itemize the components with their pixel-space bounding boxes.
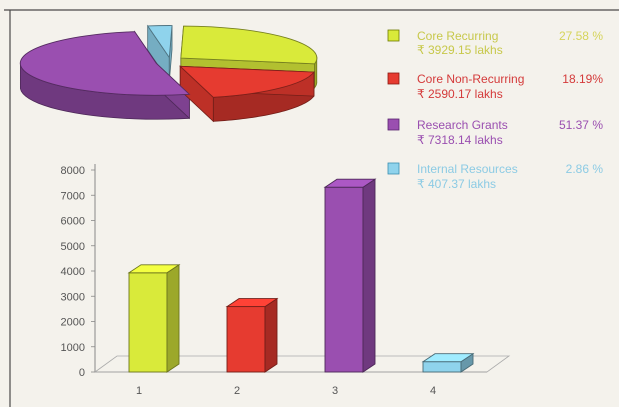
legend-amount: ₹ 407.37 lakhs: [417, 177, 496, 191]
y-tick-label: 3000: [61, 291, 85, 303]
pie-chart: [19, 24, 318, 123]
bar-1: [127, 263, 181, 373]
y-axis-ticks: 0 1000 2000 3000 4000 5000 6000 7000 8000: [61, 165, 95, 379]
bar-top: [323, 178, 377, 188]
pie-slice: [146, 25, 173, 59]
legend-label: Core Non-Recurring: [417, 72, 524, 86]
legend-percent: 27.58 %: [559, 29, 603, 43]
y-tick-label: 4000: [61, 266, 85, 278]
legend-swatch: [387, 118, 400, 131]
legend-amount: ₹ 2590.17 lakhs: [417, 87, 503, 101]
legend-item-research-grants: Research Grants ₹ 7318.14 lakhs 51.37 %: [387, 118, 603, 147]
legend: Core Recurring ₹ 3929.15 lakhs 27.58 % C…: [387, 29, 604, 191]
y-tick-label: 6000: [61, 216, 85, 228]
bar-3: [323, 178, 377, 373]
bar-top: [127, 264, 181, 274]
legend-label: Internal Resources: [417, 162, 518, 176]
bar-side: [362, 178, 376, 373]
bar-chart: 0 1000 2000 3000 4000 5000 6000 7000 8000 1 2 3 4: [61, 164, 511, 397]
y-tick-label: 5000: [61, 241, 85, 253]
legend-amount: ₹ 3929.15 lakhs: [417, 43, 503, 57]
legend-amount: ₹ 7318.14 lakhs: [417, 133, 503, 147]
bar-top: [421, 353, 475, 363]
pie-slice: [180, 25, 318, 65]
legend-item-core-recurring: Core Recurring ₹ 3929.15 lakhs 27.58 %: [387, 29, 603, 57]
legend-swatch: [387, 162, 400, 175]
bar-4: [421, 352, 475, 373]
bar-side: [166, 263, 180, 373]
x-tick-label: 3: [332, 385, 338, 397]
pie-slice: [179, 65, 315, 98]
x-tick-label: 2: [234, 385, 240, 397]
legend-swatch: [387, 29, 400, 42]
x-tick-label: 1: [136, 385, 142, 397]
legend-percent: 18.19%: [562, 72, 603, 86]
pie-slice: [19, 31, 191, 96]
legend-swatch: [387, 72, 400, 85]
bar-side: [264, 297, 278, 373]
bar-front: [422, 361, 462, 373]
x-axis-ticks: 1 2 3 4: [136, 385, 436, 397]
legend-label: Core Recurring: [417, 29, 498, 43]
legend-item-core-non-recurring: Core Non-Recurring ₹ 2590.17 lakhs 18.19…: [387, 72, 603, 101]
bars: [127, 178, 475, 373]
bar-front: [128, 272, 168, 373]
y-tick-label: 7000: [61, 190, 85, 202]
y-tick-label: 0: [79, 367, 85, 379]
bar-front: [324, 186, 364, 373]
bar-2: [225, 297, 279, 373]
y-tick-label: 2000: [61, 317, 85, 329]
legend-percent: 51.37 %: [559, 118, 603, 132]
y-tick-label: 1000: [61, 342, 85, 354]
legend-percent: 2.86 %: [566, 162, 604, 176]
x-tick-label: 4: [430, 385, 436, 397]
legend-item-internal-resources: Internal Resources ₹ 407.37 lakhs 2.86 %: [387, 162, 604, 191]
bar-front: [226, 306, 266, 373]
legend-label: Research Grants: [417, 118, 508, 132]
bar-top: [225, 298, 279, 308]
y-tick-label: 8000: [61, 165, 85, 177]
